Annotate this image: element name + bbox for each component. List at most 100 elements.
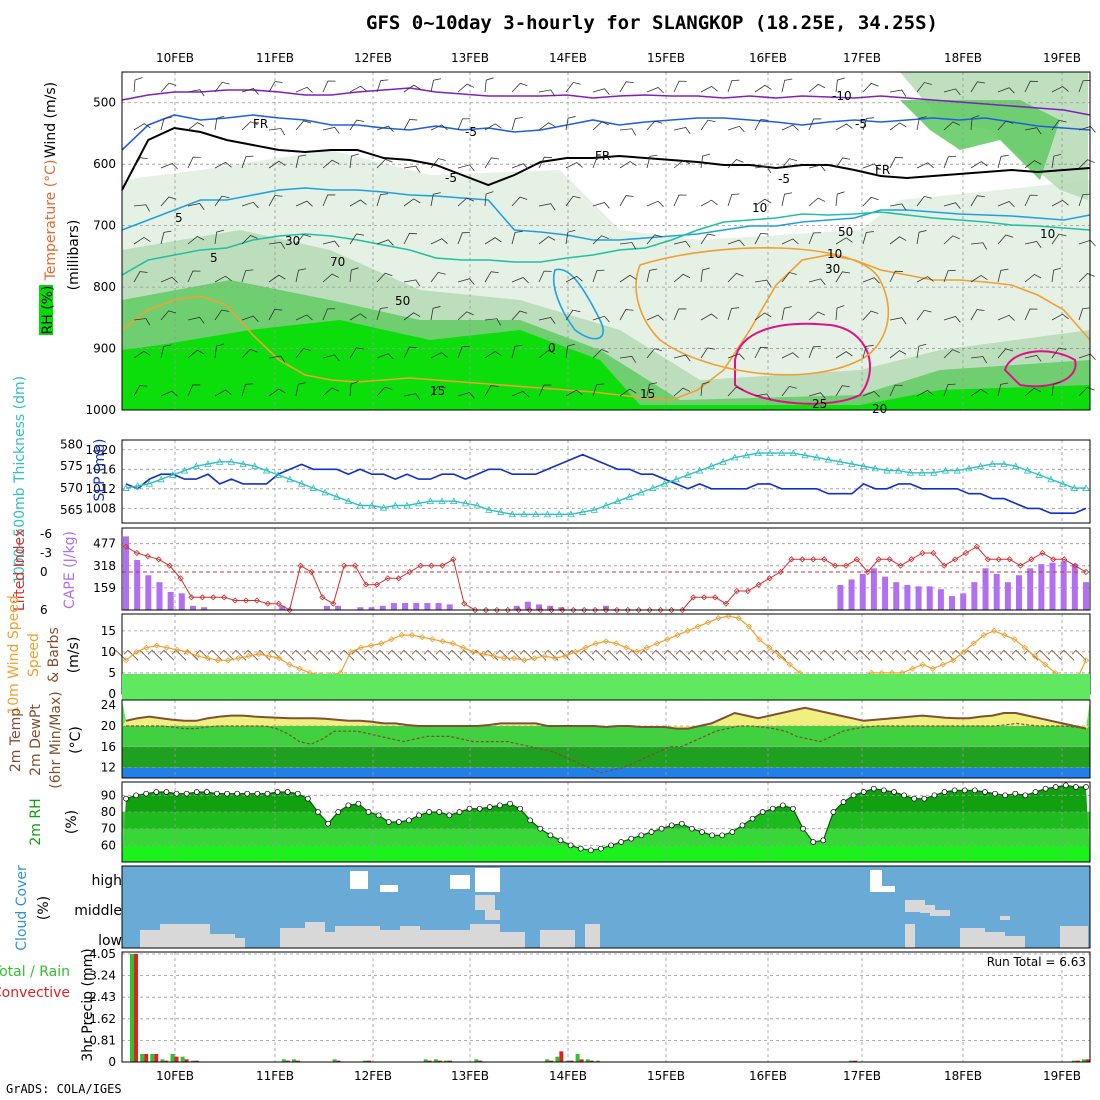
surface-wind-barb — [735, 649, 751, 661]
wind-barb — [214, 389, 232, 397]
wind-speed-point-48 — [613, 640, 620, 647]
surface-wind-barb — [999, 649, 1015, 661]
surface-wind-barb — [219, 649, 235, 661]
surface-wind-barb — [807, 649, 823, 661]
wind-speed-point-79 — [929, 665, 936, 672]
precip-total-bar-2 — [150, 1054, 155, 1062]
wind-barb — [403, 312, 421, 321]
precip-total-bar-30 — [433, 1059, 438, 1062]
wind-speed-point-29 — [419, 634, 426, 641]
wind-barb — [700, 347, 716, 359]
cape-bar-18 — [323, 605, 330, 610]
rh-ytick-90: 90 — [101, 788, 116, 802]
wind-speed-point-82 — [960, 648, 967, 655]
wind-barb — [619, 274, 637, 283]
date-label-bottom-9: 19FEB — [1043, 1069, 1081, 1083]
rh-point-31 — [436, 809, 443, 815]
isotherm-25-loop-2 — [1003, 350, 1077, 388]
lifted-index-point-83 — [1028, 556, 1035, 563]
isotherm-line-0 — [121, 87, 1091, 116]
precip-run-total: Run Total = 6.63 — [987, 955, 1086, 969]
isotherm-label-5: -5 — [855, 117, 867, 131]
thickness-point-40 — [590, 506, 598, 513]
rh-point-67 — [800, 825, 806, 832]
surface-wind-barb — [123, 649, 139, 661]
isotherm-label-18: 30 — [285, 234, 300, 248]
wind-barb — [511, 277, 529, 284]
surface-wind-barb — [207, 649, 223, 661]
rh-point-0 — [123, 795, 129, 802]
wind-barb — [808, 278, 826, 286]
precip-total-bar-45 — [585, 1059, 590, 1062]
date-label-bottom-7: 17FEB — [843, 1069, 881, 1083]
thickness-point-18 — [333, 492, 341, 500]
wind-speed-point-15 — [276, 655, 283, 662]
cape-bar-85 — [1071, 564, 1078, 610]
wind-speed-point-90 — [1042, 661, 1049, 668]
cloud-low-block-10 — [420, 930, 470, 948]
wind-barb — [511, 117, 523, 131]
wind-barb — [457, 118, 471, 131]
lifted-index-point-67 — [853, 556, 860, 563]
wind-barb — [511, 163, 529, 170]
rh-frame — [121, 781, 1091, 863]
wind-barb — [916, 230, 927, 245]
upper-air-legend-temp: Temperature (°C) — [43, 160, 59, 282]
wind-barb — [673, 194, 687, 207]
rh-point-79 — [921, 795, 928, 802]
wind-barb — [295, 120, 312, 131]
wind-barb — [943, 316, 961, 323]
rh-point-63 — [759, 809, 766, 815]
wind-barb — [241, 121, 258, 131]
wind-barb — [997, 268, 1009, 283]
wind-barb — [538, 349, 556, 359]
rh-point-34 — [466, 805, 473, 812]
wind-barb — [484, 350, 502, 359]
cloud-frame — [121, 865, 1091, 949]
rh-point-45 — [577, 845, 584, 852]
wind-barb — [619, 128, 636, 136]
wind-barb — [241, 315, 259, 323]
thickness-point-47 — [672, 475, 680, 483]
wind-barb — [970, 356, 988, 364]
wind-barb — [862, 117, 875, 131]
surface-wind-barb — [303, 649, 319, 661]
rh-point-60 — [729, 829, 736, 835]
cape-bar-77 — [982, 568, 989, 610]
wind-barb — [214, 81, 230, 93]
wind-barb — [835, 385, 850, 397]
isotherm-label-1: FR — [595, 149, 610, 163]
rh-point-5 — [173, 790, 180, 797]
wind-barb — [187, 156, 201, 169]
wind-barb — [538, 203, 556, 211]
wind-barb — [349, 267, 359, 283]
surface-wind-barb — [111, 649, 127, 661]
cape-bar-35 — [513, 605, 520, 610]
precip-convective-bar-71 — [853, 1060, 858, 1062]
rh-point-15 — [274, 789, 281, 795]
lifted-index-point-64 — [821, 556, 828, 563]
wind-barb — [268, 355, 286, 363]
wind-speed-point-30 — [429, 636, 436, 643]
thickness-point-43 — [625, 492, 634, 500]
wind-barb — [916, 195, 932, 207]
wind-barb — [916, 389, 934, 397]
wind-barb — [484, 271, 499, 283]
thickness-point-15 — [297, 479, 306, 487]
thickness-point-80 — [1058, 479, 1067, 487]
wind-barb — [1024, 354, 1042, 362]
wind-barb — [565, 309, 581, 321]
wind-barb — [322, 354, 340, 362]
wind-speed-point-0 — [122, 657, 130, 664]
wind-speed-point-1 — [133, 648, 140, 655]
thickness-point-45 — [649, 484, 657, 491]
wind-speed-point-53 — [664, 636, 671, 643]
wind-barb — [565, 343, 576, 359]
wind-barb — [241, 88, 259, 95]
thickness-series-line — [125, 452, 1086, 515]
rh-point-70 — [830, 809, 837, 815]
wind-barb — [916, 276, 934, 283]
rh-point-8 — [203, 789, 210, 795]
cape-bar-65 — [848, 579, 855, 610]
wind-barb — [943, 202, 961, 209]
